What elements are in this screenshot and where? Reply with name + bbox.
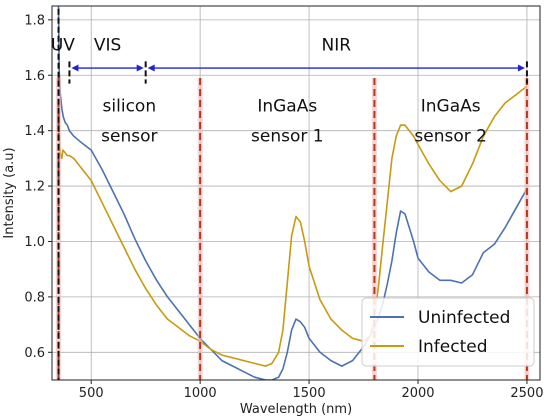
y-tick-label: 0.8 bbox=[24, 290, 45, 305]
x-tick-label: 2000 bbox=[401, 386, 434, 401]
band-markers bbox=[57, 8, 528, 380]
band-arrow bbox=[71, 64, 144, 72]
sensor-label-line1: InGaAs bbox=[257, 96, 317, 116]
legend: Uninfected Infected bbox=[361, 297, 535, 367]
x-tick-label: 1500 bbox=[293, 386, 326, 401]
y-tick-label: 1.0 bbox=[24, 235, 45, 250]
legend-label: Infected bbox=[418, 337, 488, 357]
sensor-label-line2: sensor 2 bbox=[414, 127, 487, 147]
sensor-label-line1: silicon bbox=[103, 96, 157, 116]
plot-frame bbox=[51, 5, 541, 381]
x-tick-label: 500 bbox=[79, 386, 104, 401]
legend-label: Uninfected bbox=[418, 308, 510, 328]
region-labels: UV VIS NIR silicon sensor InGaAs sensor 1 InGaA… bbox=[51, 35, 487, 146]
y-tick-label: 0.6 bbox=[24, 346, 45, 361]
band-label-uv: UV bbox=[51, 35, 75, 55]
y-tick-label: 1.6 bbox=[24, 69, 45, 84]
legend-box bbox=[361, 297, 535, 367]
band-label-nir: NIR bbox=[322, 35, 352, 55]
band-label-vis: VIS bbox=[94, 35, 121, 55]
series-line-infected bbox=[57, 85, 528, 367]
sensor-label-line2: sensor 1 bbox=[251, 127, 324, 147]
x-axis-label: Wavelength (nm) bbox=[240, 402, 352, 417]
axis-ticks: 500 1000 1500 2000 2500 0.6 0.8 1.0 1.2 1.4 1.6 1.8 bbox=[24, 13, 543, 401]
y-tick-label: 1.2 bbox=[24, 180, 45, 195]
y-tick-label: 1.8 bbox=[24, 13, 45, 28]
sensor-label-line2: sensor bbox=[101, 127, 157, 147]
series-line-uninfected bbox=[57, 6, 528, 380]
sensor-label-line1: InGaAs bbox=[421, 96, 481, 116]
x-tick-label: 1000 bbox=[184, 386, 217, 401]
band-arrow bbox=[147, 64, 525, 72]
series-layer bbox=[57, 6, 528, 380]
y-tick-label: 1.4 bbox=[24, 124, 45, 139]
y-axis-label: Intensity (a.u) bbox=[2, 147, 17, 238]
x-tick-label: 2500 bbox=[510, 386, 543, 401]
